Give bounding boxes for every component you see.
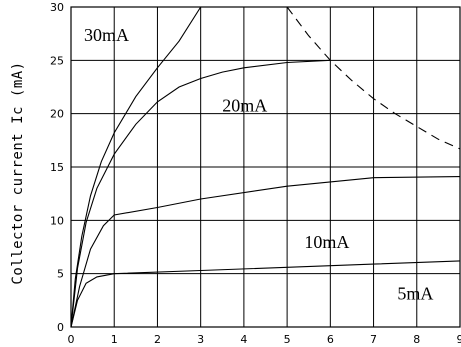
y-tick-label: 20: [50, 108, 64, 121]
y-axis-tick-labels: 0 5 10 15 20 25 30: [50, 1, 64, 334]
x-tick-label: 8: [413, 333, 420, 346]
plot-frame: [70, 6, 461, 328]
x-tick-label: 0: [68, 333, 75, 346]
y-tick-label: 25: [50, 54, 64, 67]
curve-labels: 5mA 10mA 20mA 30mA: [84, 25, 433, 303]
x-axis-tick-labels: 0 1 2 3 4 5 6 7 8 9: [68, 333, 461, 346]
x-tick-label: 4: [240, 333, 247, 346]
curve-5ma: [70, 260, 461, 328]
x-tick-label: 9: [457, 333, 461, 346]
x-tick-label: 6: [327, 333, 334, 346]
x-tick-label: 5: [284, 333, 291, 346]
curve-20ma: [70, 59, 331, 328]
dashed-limit-line: [286, 6, 461, 150]
x-tick-label: 7: [370, 333, 377, 346]
curve-label-5ma: 5mA: [397, 283, 433, 303]
y-tick-label: 5: [57, 268, 64, 281]
x-tick-label: 1: [111, 333, 118, 346]
y-tick-label: 10: [50, 214, 64, 227]
x-tick-label: 3: [197, 333, 204, 346]
collector-current-curves: [70, 6, 461, 328]
y-axis-title: Collector current Ic (mA): [10, 61, 26, 284]
curve-label-10ma: 10mA: [304, 232, 349, 252]
power-limit-curve: [286, 6, 461, 150]
grid-lines: [70, 6, 461, 328]
curve-30ma: [70, 6, 202, 328]
x-tick-label: 2: [154, 333, 161, 346]
curve-label-30ma: 30mA: [84, 25, 129, 45]
y-tick-label: 15: [50, 161, 64, 174]
y-tick-label: 0: [57, 321, 64, 334]
y-tick-label: 30: [50, 1, 64, 14]
curve-label-20ma: 20mA: [222, 96, 267, 116]
curve-10ma: [70, 176, 461, 328]
